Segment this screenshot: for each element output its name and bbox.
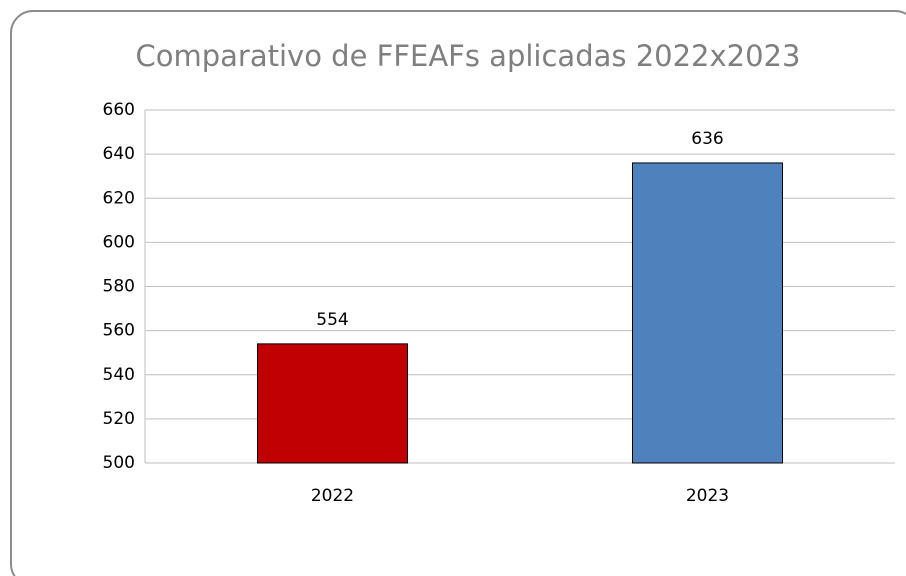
y-tick-label: 540: [103, 365, 135, 385]
bar: [632, 162, 783, 464]
data-label: 554: [316, 310, 348, 330]
x-tick-label: 2022: [311, 486, 354, 506]
data-label: 636: [691, 129, 723, 149]
y-tick-label: 560: [103, 321, 135, 341]
x-tick-label: 2023: [686, 486, 729, 506]
y-tick-label: 600: [103, 232, 135, 252]
y-tick-label: 520: [103, 409, 135, 429]
y-tick-label: 500: [103, 453, 135, 473]
y-tick-label: 660: [103, 100, 135, 120]
y-tick-label: 620: [103, 188, 135, 208]
bar: [257, 343, 408, 464]
y-tick-label: 580: [103, 277, 135, 297]
y-tick-label: 640: [103, 144, 135, 164]
chart-title: Comparativo de FFEAFs aplicadas 2022x202…: [136, 39, 801, 73]
